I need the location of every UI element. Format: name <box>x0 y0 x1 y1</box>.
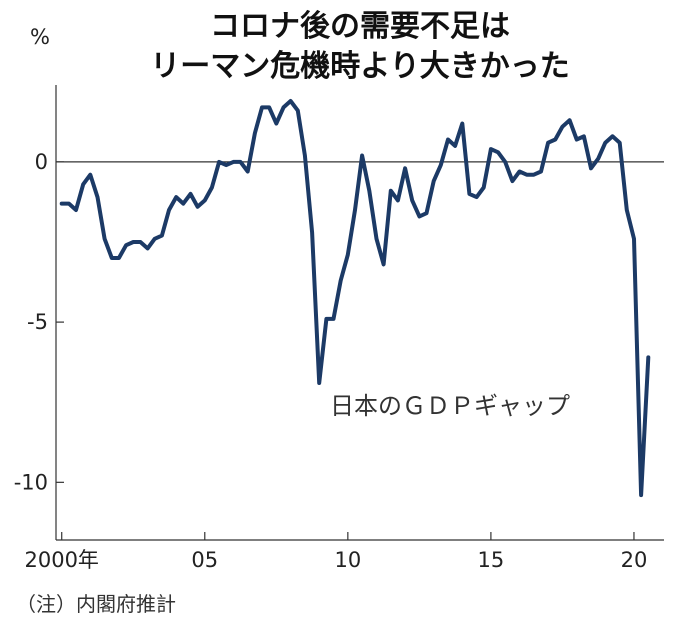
y-tick-label: 0 <box>35 150 48 174</box>
chart-title-line-2: リーマン危機時より大きかった <box>150 49 569 84</box>
series-line-0 <box>59 99 651 498</box>
series-label-gdp-gap: 日本のＧＤＰギャップ <box>330 392 570 420</box>
y-tick-label: -10 <box>14 470 48 494</box>
x-tick-label: 2000年 <box>24 548 98 572</box>
axes-layer: 0 -5 -10 2000年 05 10 15 20 <box>14 85 664 572</box>
x-tick-label: 05 <box>191 548 218 572</box>
y-axis-unit-label: % <box>30 25 50 49</box>
x-tick-label: 20 <box>621 548 648 572</box>
source-note: （注）内閣府推計 <box>16 592 176 616</box>
series-layer <box>59 99 651 498</box>
x-tick-label: 10 <box>334 548 361 572</box>
y-tick-label: -5 <box>27 310 48 334</box>
x-tick-label: 15 <box>478 548 505 572</box>
chart-title-line-1: コロナ後の需要不足は <box>210 9 510 44</box>
